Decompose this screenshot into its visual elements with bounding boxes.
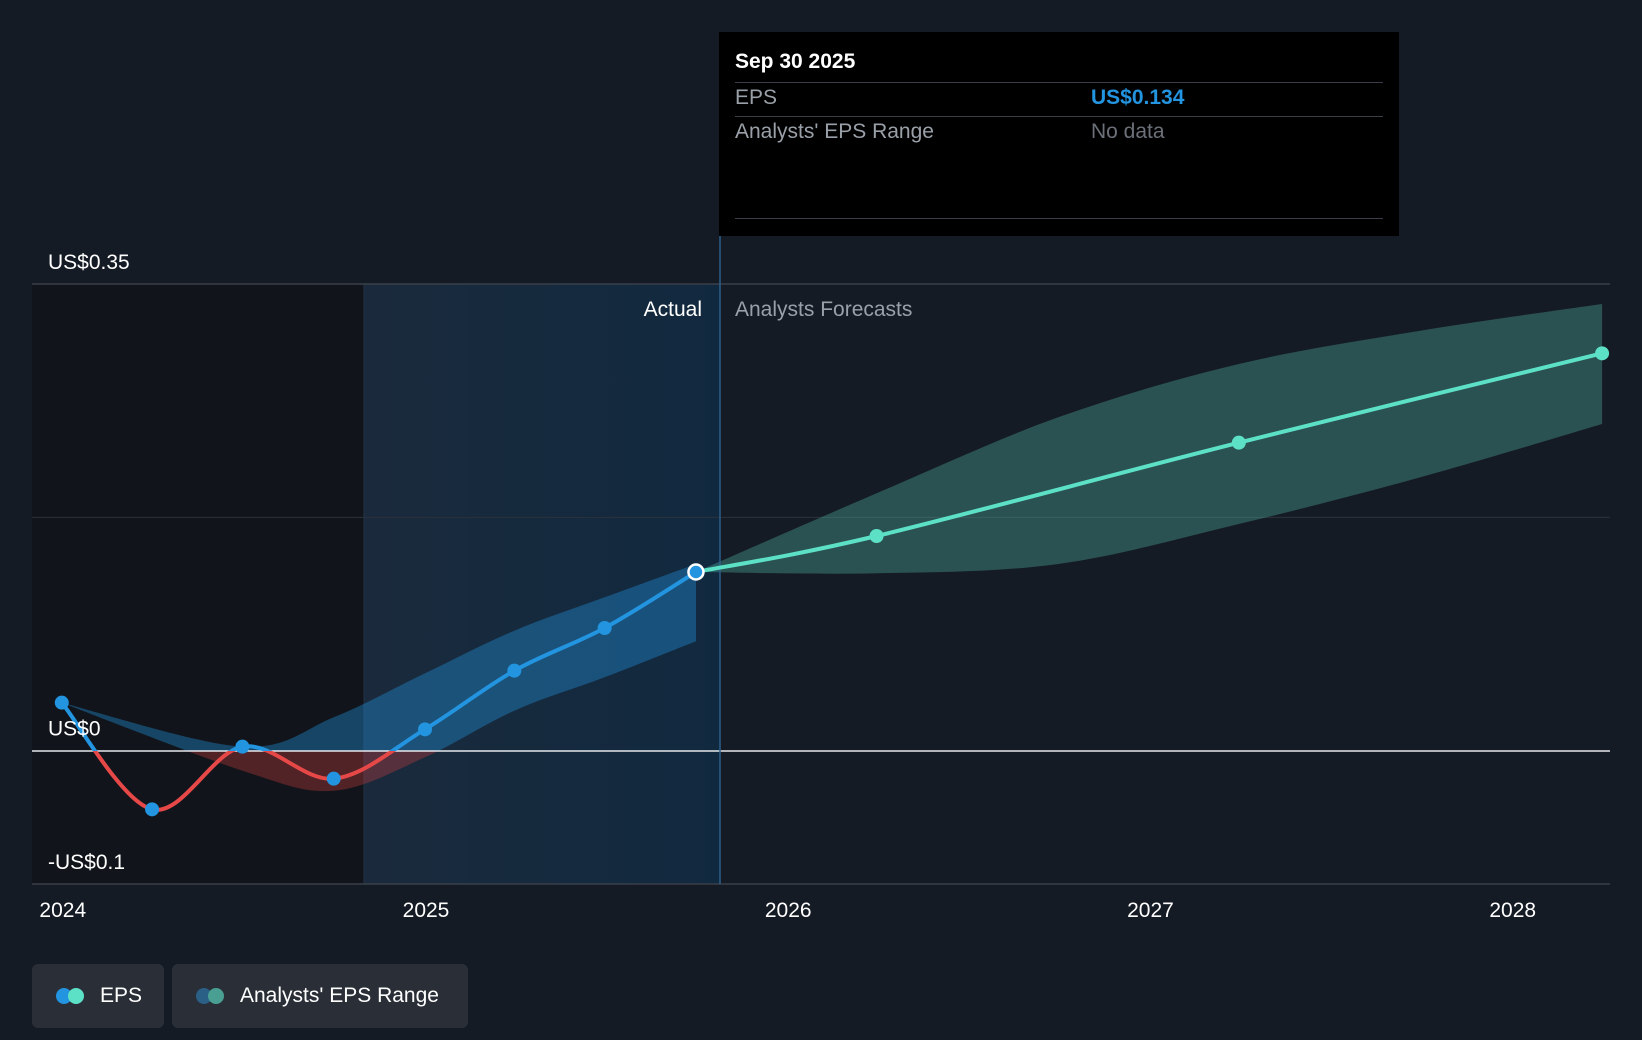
forecast-label: Analysts Forecasts (735, 298, 912, 321)
legend-item-range[interactable]: Analysts' EPS Range (172, 964, 468, 1028)
eps-forecast-point (1595, 346, 1610, 361)
range-dot-icon (208, 988, 224, 1004)
tooltip-divider (735, 218, 1383, 219)
eps-point (145, 802, 160, 817)
range-legend-icon (196, 987, 228, 1005)
x-tick-label: 2024 (39, 899, 86, 922)
actual-label: Actual (644, 298, 702, 321)
eps-forecast-point (1231, 435, 1246, 450)
eps-point-highlighted (687, 563, 705, 581)
y-axis: US$0.35 US$0 -US$0.1 (48, 251, 130, 874)
eps-forecast-point (869, 529, 884, 543)
x-tick-label: 2026 (765, 899, 812, 922)
pre-actual-region (32, 284, 364, 884)
eps-point (418, 722, 433, 737)
tooltip: Sep 30 2025 EPS US$0.134 Analysts' EPS R… (719, 32, 1399, 236)
x-axis: 2024 2025 2026 2027 2028 (39, 899, 1536, 922)
grid-lines (32, 283, 1610, 885)
eps-point (597, 621, 612, 635)
legend-label: Analysts' EPS Range (240, 984, 439, 1007)
tooltip-date: Sep 30 2025 (735, 50, 856, 73)
tooltip-eps-value: US$0.134 (1091, 86, 1185, 109)
eps-line-forecast (694, 351, 1605, 574)
legend-item-eps[interactable]: EPS (32, 964, 164, 1028)
eps-point (507, 663, 522, 678)
tooltip-range-value: No data (1091, 120, 1165, 143)
x-tick-label: 2025 (403, 899, 450, 922)
eps-dot-icon (68, 988, 84, 1004)
tooltip-eps-label: EPS (735, 86, 778, 109)
eps-point (235, 739, 250, 754)
legend-label: EPS (100, 984, 143, 1007)
eps-point (54, 695, 69, 710)
actual-region (364, 284, 720, 884)
tooltip-divider (735, 82, 1383, 83)
x-tick-label: 2028 (1489, 899, 1536, 922)
eps-legend-icon (56, 987, 88, 1005)
eps-line-actual (59, 570, 698, 751)
eps-range-forecast-band (696, 304, 1603, 574)
x-tick-label: 2027 (1127, 899, 1174, 922)
eps-range-actual-band (61, 564, 696, 751)
tooltip-divider (735, 116, 1383, 117)
y-tick-label: -US$0.1 (48, 851, 125, 874)
y-tick-label: US$0 (48, 718, 101, 741)
y-tick-label: US$0.35 (48, 251, 130, 274)
eps-points (54, 346, 1610, 817)
tooltip-range-label: Analysts' EPS Range (735, 120, 934, 143)
eps-point (326, 771, 341, 786)
